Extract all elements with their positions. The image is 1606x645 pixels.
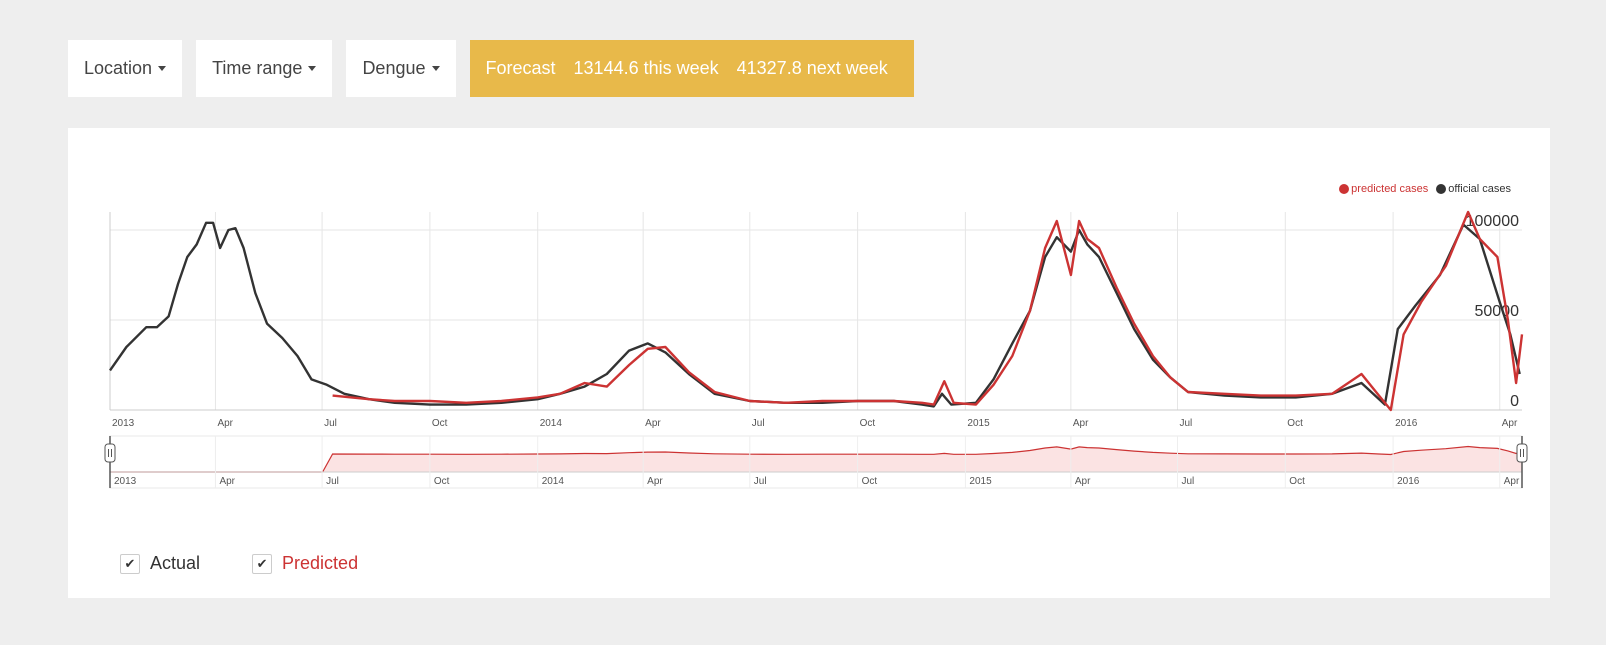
time-range-label: Time range <box>212 58 303 78</box>
legend-official[interactable]: official cases <box>1436 183 1511 195</box>
legend-official-label: official cases <box>1448 183 1511 195</box>
caret-down-icon <box>308 66 317 71</box>
forecast-banner: Forecast 13144.6 this week 41327.8 next … <box>469 40 914 97</box>
actual-checkbox[interactable]: ✔ Actual <box>120 553 200 574</box>
legend-official-dot-icon <box>1436 184 1447 194</box>
disease-label: Dengue <box>362 58 426 78</box>
predicted-checkbox[interactable]: ✔ Predicted <box>252 553 358 574</box>
time-range-dropdown[interactable]: Time range <box>196 40 333 97</box>
predicted-label: Predicted <box>282 553 359 573</box>
legend-predicted[interactable]: predicted cases <box>1339 183 1428 195</box>
forecast-next-week: 41327.8 next week <box>736 58 888 78</box>
checkmark-icon: ✔ <box>120 553 140 574</box>
toolbar: Location Time range Dengue Forecast 1314… <box>68 40 914 97</box>
disease-dropdown[interactable]: Dengue <box>346 40 456 97</box>
forecast-this-week: 13144.6 this week <box>573 58 719 78</box>
location-label: Location <box>84 58 153 78</box>
legend-predicted-label: predicted cases <box>1351 183 1429 195</box>
chart-legend: predicted cases official cases <box>1339 183 1511 195</box>
chart-panel <box>68 128 1550 598</box>
location-dropdown[interactable]: Location <box>68 40 183 97</box>
caret-down-icon <box>431 66 440 71</box>
checkmark-icon: ✔ <box>252 553 273 574</box>
actual-label: Actual <box>150 553 201 573</box>
series-filters: ✔ Actual ✔ Predicted <box>120 553 358 574</box>
forecast-label: Forecast <box>485 58 556 78</box>
legend-predicted-dot-icon <box>1339 184 1350 194</box>
caret-down-icon <box>158 66 167 71</box>
